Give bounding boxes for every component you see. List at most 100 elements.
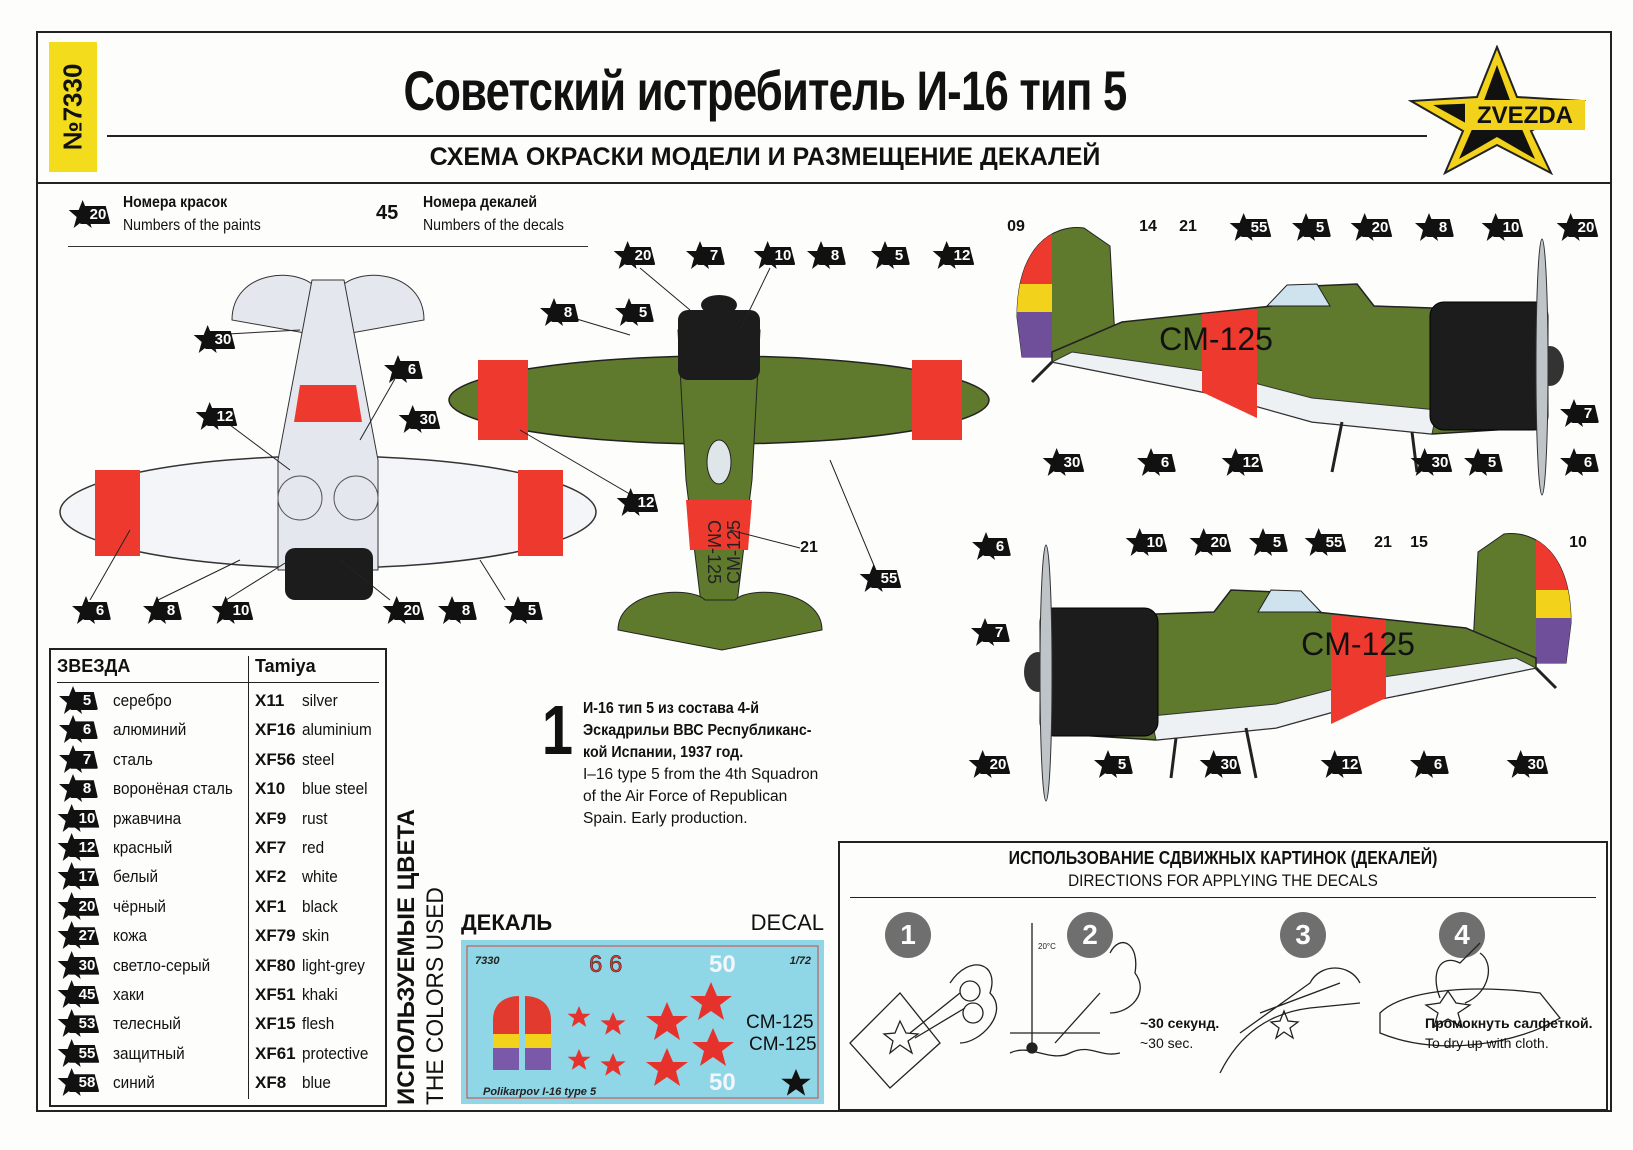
step-4-caption: Промокнуть салфеткой. To dry up with clot… <box>1425 1013 1593 1053</box>
tamiya-code: XF1 <box>255 896 287 916</box>
color-name-en: steel <box>302 749 335 769</box>
decal-directions-panel: ИСПОЛЬЗОВАНИЕ СДВИЖНЫХ КАРТИНОК (ДЕКАЛЕЙ… <box>838 841 1608 1111</box>
colors-table: ЗВЕЗДА Tamiya 5 серебро X11 silver 6 алюминий… <box>49 648 387 1107</box>
decal-number-label: 15 <box>1410 534 1428 551</box>
decal-sheet-name: Polikarpov I-16 type 5 <box>483 1086 597 1098</box>
paint-number-badge: 8 <box>807 241 846 269</box>
tamiya-code: XF51 <box>255 985 296 1004</box>
color-name-ru: кожа <box>113 926 147 946</box>
tamiya-code: XF2 <box>255 867 287 887</box>
color-row: 53 телесный XF15 flesh <box>51 1009 385 1039</box>
paint-number-badge: 10 <box>753 241 796 269</box>
decal-number-label: 21 <box>1179 218 1197 235</box>
color-name-en: red <box>302 838 325 857</box>
paint-number-badge: 10 <box>1125 528 1168 556</box>
decal-red-stars <box>567 982 734 1086</box>
tamiya-code: XF7 <box>255 838 287 857</box>
decal-label-ru: ДЕКАЛЬ <box>461 910 553 935</box>
paint-number-badge: 5 <box>871 241 910 269</box>
page-border <box>36 31 1612 1112</box>
page-title: Советский истребитель И-16 тип 5 <box>403 59 1128 122</box>
decal-number-label: 21 <box>1374 534 1392 551</box>
color-name-ru: сталь <box>113 749 153 769</box>
paint-number-legend-badge: 20 <box>68 200 111 228</box>
color-name-en: white <box>302 867 338 887</box>
paint-number-badge: 8 <box>540 298 579 326</box>
paint-number-badge: 20 <box>1556 213 1599 241</box>
paint-number-badge: 20 <box>1350 213 1393 241</box>
paint-number-badge: 6 <box>72 596 111 624</box>
tamiya-code: XF79 <box>255 926 296 946</box>
decal-label-en: DECAL <box>750 910 824 935</box>
legend-paint-ru: Номера красок <box>123 194 228 211</box>
paint-number-badge: 20 <box>613 241 656 269</box>
thermometer-label: 20°C <box>1038 942 1056 951</box>
color-row: 10 ржавчина XF9 rust <box>51 803 385 834</box>
color-name-en: protective <box>302 1043 369 1063</box>
paint-number-badge: 12 <box>932 241 975 269</box>
paint-number-badge: 30 <box>1410 448 1453 476</box>
zvezda-logo: ZVEZDA <box>1407 45 1587 175</box>
aircraft-top-view: CM-125 CM-125 <box>448 267 990 651</box>
color-name-ru: синий <box>113 1073 155 1093</box>
paint-number-badge: 8 <box>438 596 477 624</box>
divider <box>850 897 1596 898</box>
decal-numeral-50: 50 <box>709 951 736 978</box>
tamiya-code: X10 <box>255 779 286 799</box>
color-name-ru: белый <box>113 867 159 887</box>
color-name-ru: ржавчина <box>113 808 182 828</box>
tamiya-code: XF61 <box>255 1043 296 1063</box>
paint-number-badge: 27 <box>57 921 100 950</box>
scheme-ru-line: И-16 тип 5 из состава 4-й <box>583 700 760 717</box>
color-row: 5 серебро X11 silver <box>51 686 385 716</box>
cut-decal-illustration-icon <box>849 964 998 1089</box>
color-name-ru: светло-серый <box>113 955 211 975</box>
color-name-ru: красный <box>113 838 173 857</box>
color-name-ru: чёрный <box>113 896 166 916</box>
soak-decal-illustration-icon: 20°C <box>1009 923 1141 1057</box>
paint-number-badge: 30 <box>398 405 441 433</box>
step-1-badge: 1 <box>885 912 931 958</box>
color-name-en: flesh <box>302 1014 335 1034</box>
scheme-en-line: of the Air Force of Republican <box>583 788 788 805</box>
paint-number-badge: 12 <box>57 833 100 861</box>
paint-number-badge: 55 <box>1229 213 1272 241</box>
paint-number-badge: 20 <box>382 596 425 624</box>
tamiya-code: XF15 <box>255 1014 296 1034</box>
color-row: 55 защитный XF61 protective <box>51 1038 385 1069</box>
divider <box>68 246 588 247</box>
decal-number-label: 09 <box>1007 218 1025 235</box>
color-name-en: light-grey <box>302 955 365 975</box>
paint-number-badge: 5 <box>1464 448 1503 476</box>
paint-number-badge: 5 <box>1292 213 1331 241</box>
color-row: 27 кожа XF79 skin <box>51 921 385 951</box>
paint-number-badge: 55 <box>859 564 902 592</box>
paint-number-badge: 12 <box>1221 448 1264 476</box>
paint-number-badge: 30 <box>193 325 236 353</box>
paint-number-badge: 5 <box>615 298 654 326</box>
paint-number-badge: 45 <box>57 980 100 1008</box>
paint-number-badge: 20 <box>57 891 100 920</box>
scheme-en-line: I–16 type 5 from the 4th Squadron <box>583 766 819 783</box>
color-name-en: black <box>302 896 338 916</box>
decal-scale: 1/72 <box>790 955 811 967</box>
colors-side-title-ru: ИСПОЛЬЗУЕМЫЕ ЦВЕТА <box>393 809 420 1105</box>
directions-title-en: DIRECTIONS FOR APPLYING THE DECALS <box>1068 871 1378 890</box>
blot-decal-illustration-icon <box>1379 942 1561 1047</box>
paint-number-badge: 53 <box>57 1009 100 1038</box>
legend-paint-en: Numbers of the paints <box>123 217 261 234</box>
paint-number-badge: 10 <box>211 596 254 624</box>
paint-number-badge: 58 <box>57 1068 100 1097</box>
legend-decal-ru: Номера декалей <box>423 194 538 211</box>
scheme-description: И-16 тип 5 из состава 4-й Эскадрильи ВВС… <box>583 698 853 830</box>
color-name-en: aluminium <box>302 720 372 740</box>
tamiya-code: XF80 <box>255 955 296 975</box>
page-subtitle: СХЕМА ОКРАСКИ МОДЕЛИ И РАЗМЕЩЕНИЕ ДЕКАЛЕ… <box>429 143 1101 171</box>
step-4-caption-ru: Промокнуть салфеткой. <box>1425 1015 1593 1031</box>
decal-rudder-stripes <box>493 996 551 1070</box>
color-row: 17 белый XF2 white <box>51 862 385 892</box>
tamiya-code: XF56 <box>255 749 296 769</box>
paint-number-badge: 5 <box>504 596 543 624</box>
color-name-ru: воронёная сталь <box>113 779 233 799</box>
color-name-en: blue steel <box>302 779 368 799</box>
